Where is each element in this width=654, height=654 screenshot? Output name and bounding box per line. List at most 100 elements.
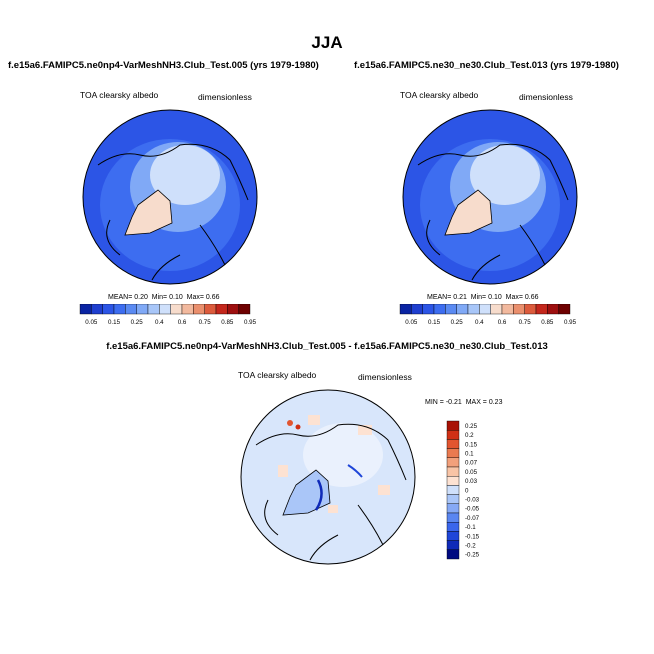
panel-1-colorbar-swatch	[238, 304, 251, 315]
panel-1-colorbar-label: 0.4	[155, 319, 164, 326]
panel-3-colorbar-swatch	[446, 420, 460, 431]
panel-2-colorbar-label: 0.25	[451, 319, 464, 326]
panel-2-map	[402, 109, 578, 285]
panel-1-units: dimensionless	[198, 92, 252, 102]
panel-3-max: 0.23	[488, 399, 503, 406]
panel-3-min: -0.21	[445, 399, 462, 406]
panel-2-colorbar-label: 0.05	[405, 319, 418, 326]
panel-1-colorbar-swatch	[113, 304, 126, 315]
panel-3-colorbar-swatch	[446, 476, 460, 486]
panel-2-variable: TOA clearsky albedo	[400, 90, 479, 100]
panel-3-max-label: MAX =	[465, 399, 487, 406]
panel-3-stats: MIN = -0.21 MAX = 0.23	[425, 399, 502, 406]
panel-1-colorbar-label: 0.95	[244, 319, 257, 326]
panel-3-colorbar-label: 0.07	[465, 460, 478, 467]
panel-1-colorbar-swatch	[193, 304, 205, 315]
panel-2-colorbar-swatch	[558, 304, 571, 315]
panel-1-colorbar-label: 0.6	[178, 319, 187, 326]
panel-3-colorbar-label: -0.2	[465, 543, 476, 550]
panel-3-colorbar-swatch	[446, 540, 460, 550]
panel-2-colorbar-swatch	[399, 304, 412, 315]
panel-3-colorbar-label: -0.07	[465, 515, 480, 522]
panel-1-colorbar-swatch	[215, 304, 228, 315]
panel-1-colorbar-swatch	[102, 304, 115, 315]
panel-3-colorbar-swatch	[446, 494, 460, 504]
panel-2-colorbar: 0.05 0.15 0.25 0.4 0.6 0.75 0.85 0.95	[399, 304, 577, 326]
panel-1-colorbar-swatch	[136, 304, 149, 315]
panel-3-colorbar-swatch	[446, 521, 460, 532]
panel-1-colorbar-label: 0.75	[199, 319, 212, 326]
panel-1-min-label: Min=	[151, 294, 168, 301]
panel-1-mean: 0.20	[134, 294, 148, 301]
panel-2-colorbar-label: 0.85	[541, 319, 554, 326]
panel-3-colorbar-label: -0.25	[465, 552, 480, 559]
panel-3-colorbar-swatch	[446, 512, 460, 523]
panel-3-colorbar-label: -0.15	[465, 533, 480, 540]
panel-1-colorbar-swatch	[227, 304, 239, 315]
panel-3-colorbar-swatch	[446, 457, 460, 468]
panel-3-colorbar-swatch	[446, 549, 460, 560]
panel-1-stats: MEAN= 0.20 Min= 0.10 Max= 0.66	[108, 294, 220, 301]
panel-2-colorbar-swatch	[422, 304, 435, 315]
panel-2-mean: 0.21	[453, 294, 467, 301]
panel-1-colorbar-label: 0.85	[221, 319, 234, 326]
panel-2-max-label: Max=	[505, 294, 523, 301]
panel-1-colorbar-swatch	[159, 304, 171, 315]
panel-2-min-label: Min=	[470, 294, 487, 301]
panel-3-colorbar-swatch	[446, 448, 460, 459]
panel-2-colorbar-swatch	[535, 304, 548, 315]
panel-3-colorbar-swatch	[446, 429, 460, 440]
panel-3-colorbar-swatch	[446, 531, 460, 541]
panel-3-colorbar-label: -0.1	[465, 524, 476, 531]
panel-1-mean-label: MEAN=	[108, 294, 133, 301]
panel-3-colorbar-swatch	[446, 439, 460, 449]
panel-3-colorbar-label: 0.25	[465, 423, 478, 430]
panel-1-colorbar-label: 0.15	[108, 319, 121, 326]
panel-1-colorbar-swatch	[125, 304, 137, 315]
panel-3-colorbar-label: -0.03	[465, 497, 480, 504]
panel-2-colorbar-swatch	[456, 304, 469, 315]
panel-3-colorbar-label: 0.15	[465, 441, 478, 448]
panel-2-colorbar-swatch	[479, 304, 491, 315]
panel-1-title: f.e15a6.FAMIPC5.ne0np4-VarMeshNH3.Club_T…	[8, 60, 319, 71]
panel-1-colorbar: 0.05 0.15 0.25 0.4 0.6 0.75 0.85 0.95	[79, 304, 257, 326]
panel-2-stats: MEAN= 0.21 Min= 0.10 Max= 0.66	[427, 294, 539, 301]
panel-2-colorbar-swatch	[490, 304, 503, 315]
panel-3-colorbar-label: 0.05	[465, 469, 478, 476]
panel-2-min: 0.10	[488, 294, 502, 301]
panel-1-colorbar-swatch	[147, 304, 160, 315]
panel-3-title: f.e15a6.FAMIPC5.ne0np4-VarMeshNH3.Club_T…	[106, 341, 548, 352]
panel-3-variable: TOA clearsky albedo	[238, 370, 317, 380]
panel-2-colorbar-label: 0.6	[498, 319, 507, 326]
panel-1-map	[82, 109, 258, 285]
panel-2-title: f.e15a6.FAMIPC5.ne30_ne30.Club_Test.013 …	[354, 60, 619, 71]
panel-1-colorbar-label: 0.05	[85, 319, 98, 326]
panel-2-colorbar-swatch	[513, 304, 525, 315]
panel-3-colorbar: 0.25 0.2 0.15 0.1 0.07 0.05 0.03 0 -0.03 -0.05 -0.…	[446, 420, 480, 560]
panel-1-min: 0.10	[169, 294, 183, 301]
panel-1-max: 0.66	[205, 294, 220, 301]
panel-1-max-label: Max=	[186, 294, 204, 301]
panel-3-min-label: MIN =	[425, 399, 444, 406]
panel-2-colorbar-label: 0.95	[564, 319, 577, 326]
panel-2-colorbar-swatch	[524, 304, 537, 315]
panel-2-colorbar-label: 0.4	[475, 319, 484, 326]
panel-1-colorbar-swatch	[91, 304, 103, 315]
panel-3-colorbar-swatch	[446, 466, 460, 477]
panel-3-colorbar-label: 0.1	[465, 451, 474, 458]
panel-2-units: dimensionless	[519, 92, 573, 102]
panel-2-max: 0.66	[524, 294, 539, 301]
panel-2-colorbar-swatch	[547, 304, 559, 315]
panel-1-colorbar-label: 0.25	[131, 319, 144, 326]
panel-1-variable: TOA clearsky albedo	[80, 90, 159, 100]
panel-2-colorbar-swatch	[467, 304, 480, 315]
panel-3-colorbar-label: -0.05	[465, 506, 480, 513]
panel-2-colorbar-label: 0.75	[519, 319, 532, 326]
panel-1-colorbar-swatch	[204, 304, 217, 315]
panel-3-colorbar-label: 0.03	[465, 478, 478, 485]
figure-title: JJA	[311, 33, 343, 52]
panel-1-colorbar-swatch	[181, 304, 194, 315]
panel-2-colorbar-swatch	[433, 304, 446, 315]
panel-2-colorbar-swatch	[501, 304, 514, 315]
panel-1-colorbar-swatch	[170, 304, 183, 315]
